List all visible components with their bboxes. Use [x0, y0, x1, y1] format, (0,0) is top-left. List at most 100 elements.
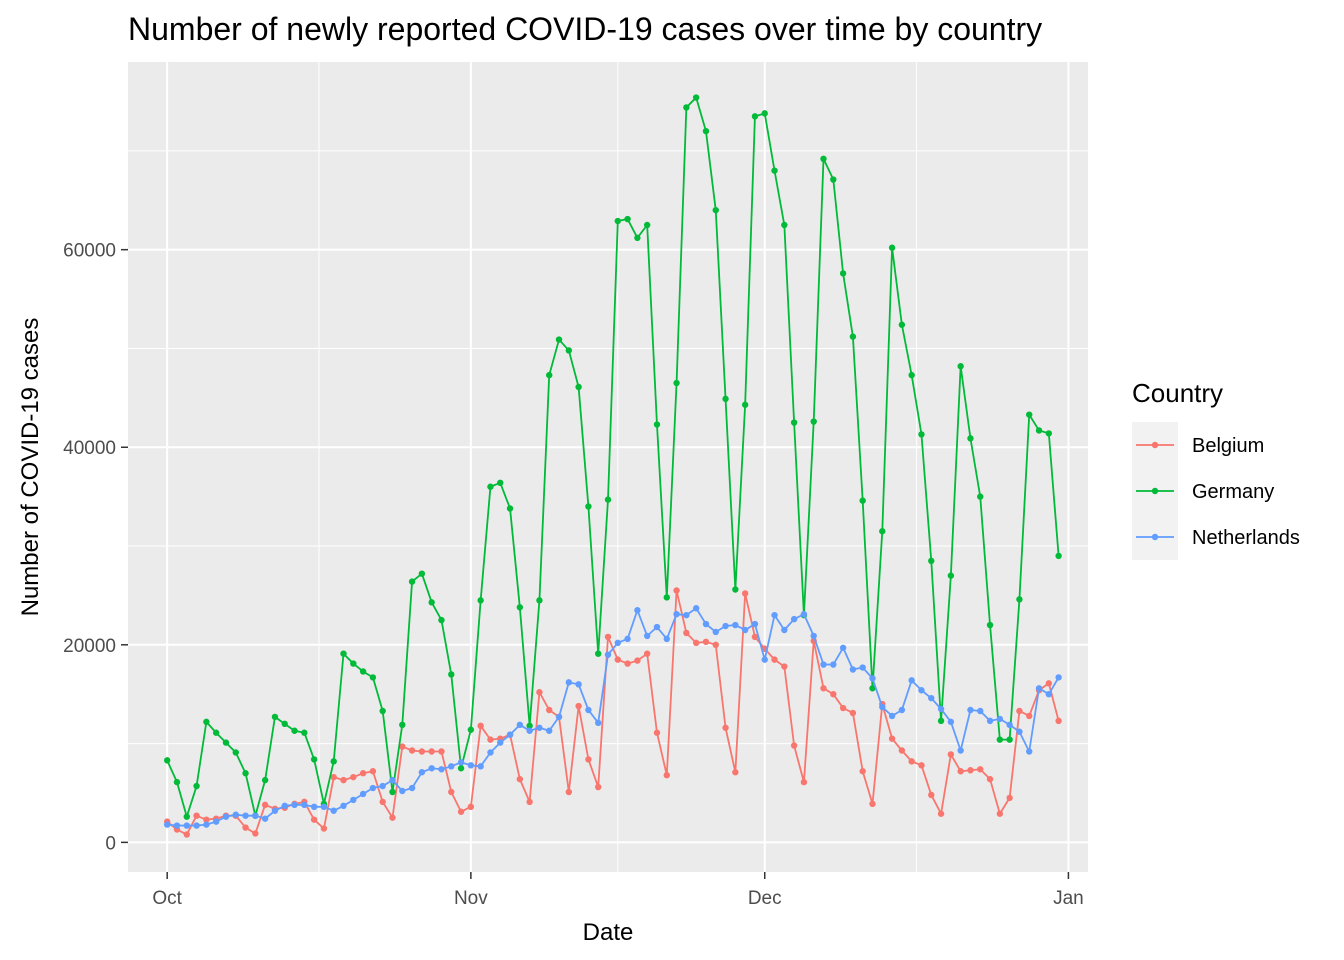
data-point-belgium: [624, 660, 630, 666]
data-point-germany: [683, 104, 689, 110]
data-point-netherlands: [703, 621, 709, 627]
data-point-germany: [928, 558, 934, 564]
y-tick-label: 40000: [63, 438, 116, 459]
data-point-netherlands: [732, 622, 738, 628]
data-point-germany: [370, 674, 376, 680]
data-point-netherlands: [566, 679, 572, 685]
data-point-germany: [732, 586, 738, 592]
data-point-netherlands: [908, 677, 914, 683]
data-point-netherlands: [987, 718, 993, 724]
data-point-belgium: [193, 813, 199, 819]
data-point-netherlands: [262, 815, 268, 821]
data-point-belgium: [713, 642, 719, 648]
data-point-belgium: [928, 792, 934, 798]
data-point-germany: [948, 572, 954, 578]
data-point-belgium: [536, 689, 542, 695]
data-point-netherlands: [683, 612, 689, 618]
data-point-netherlands: [438, 766, 444, 772]
x-tick-label: Jan: [1053, 888, 1084, 909]
data-point-germany: [262, 777, 268, 783]
data-point-belgium: [477, 723, 483, 729]
data-point-netherlands: [233, 812, 239, 818]
x-tick-label: Nov: [454, 888, 488, 909]
data-point-belgium: [350, 774, 356, 780]
data-point-germany: [438, 617, 444, 623]
data-point-netherlands: [811, 633, 817, 639]
data-point-belgium: [468, 804, 474, 810]
data-point-germany: [458, 765, 464, 771]
data-point-netherlands: [585, 707, 591, 713]
data-point-netherlands: [664, 636, 670, 642]
data-point-netherlands: [762, 656, 768, 662]
data-point-netherlands: [379, 783, 385, 789]
data-point-netherlands: [252, 813, 258, 819]
data-point-germany: [762, 110, 768, 116]
data-point-netherlands: [967, 707, 973, 713]
data-point-germany: [399, 722, 405, 728]
data-point-netherlands: [713, 629, 719, 635]
data-point-germany: [291, 728, 297, 734]
data-point-belgium: [997, 811, 1003, 817]
data-point-germany: [987, 622, 993, 628]
data-point-netherlands: [223, 813, 229, 819]
data-point-germany: [585, 503, 591, 509]
data-point-germany: [164, 757, 170, 763]
data-point-belgium: [634, 657, 640, 663]
data-point-netherlands: [889, 713, 895, 719]
data-point-germany: [184, 813, 190, 819]
data-point-netherlands: [899, 707, 905, 713]
data-point-germany: [605, 496, 611, 502]
data-point-germany: [1046, 430, 1052, 436]
legend-item-germany: Germany: [1132, 468, 1274, 514]
data-point-germany: [1036, 427, 1042, 433]
data-point-belgium: [566, 789, 572, 795]
data-point-netherlands: [791, 616, 797, 622]
data-point-netherlands: [428, 765, 434, 771]
data-point-germany: [634, 235, 640, 241]
data-point-belgium: [517, 776, 523, 782]
data-point-belgium: [605, 634, 611, 640]
data-point-belgium: [918, 762, 924, 768]
data-point-belgium: [771, 656, 777, 662]
data-point-netherlands: [497, 739, 503, 745]
data-point-belgium: [987, 776, 993, 782]
data-point-belgium: [419, 748, 425, 754]
data-point-netherlands: [174, 822, 180, 828]
data-point-netherlands: [1026, 748, 1032, 754]
data-point-germany: [624, 216, 630, 222]
data-point-belgium: [673, 587, 679, 593]
data-point-belgium: [664, 772, 670, 778]
data-point-netherlands: [948, 719, 954, 725]
data-point-netherlands: [928, 695, 934, 701]
data-point-belgium: [869, 801, 875, 807]
data-point-germany: [644, 222, 650, 228]
data-point-netherlands: [605, 651, 611, 657]
data-point-netherlands: [399, 788, 405, 794]
data-point-belgium: [1055, 718, 1061, 724]
data-point-germany: [1055, 553, 1061, 559]
data-point-belgium: [585, 756, 591, 762]
legend-item-belgium: Belgium: [1132, 422, 1264, 468]
data-point-netherlands: [1016, 729, 1022, 735]
data-point-germany: [556, 336, 562, 342]
data-point-germany: [742, 402, 748, 408]
data-point-germany: [242, 770, 248, 776]
data-point-netherlands: [321, 804, 327, 810]
data-point-belgium: [242, 824, 248, 830]
data-point-netherlands: [213, 818, 219, 824]
data-point-germany: [840, 270, 846, 276]
y-axis-ticks: 0 20000 40000 60000: [63, 241, 128, 855]
data-point-netherlands: [771, 612, 777, 618]
data-point-netherlands: [1036, 685, 1042, 691]
data-point-germany: [664, 594, 670, 600]
data-point-belgium: [722, 725, 728, 731]
data-point-belgium: [957, 768, 963, 774]
data-point-netherlands: [879, 704, 885, 710]
data-point-belgium: [977, 766, 983, 772]
data-point-belgium: [487, 736, 493, 742]
data-point-belgium: [409, 747, 415, 753]
data-point-germany: [908, 372, 914, 378]
x-tick-label: Oct: [152, 888, 182, 909]
data-point-germany: [223, 739, 229, 745]
